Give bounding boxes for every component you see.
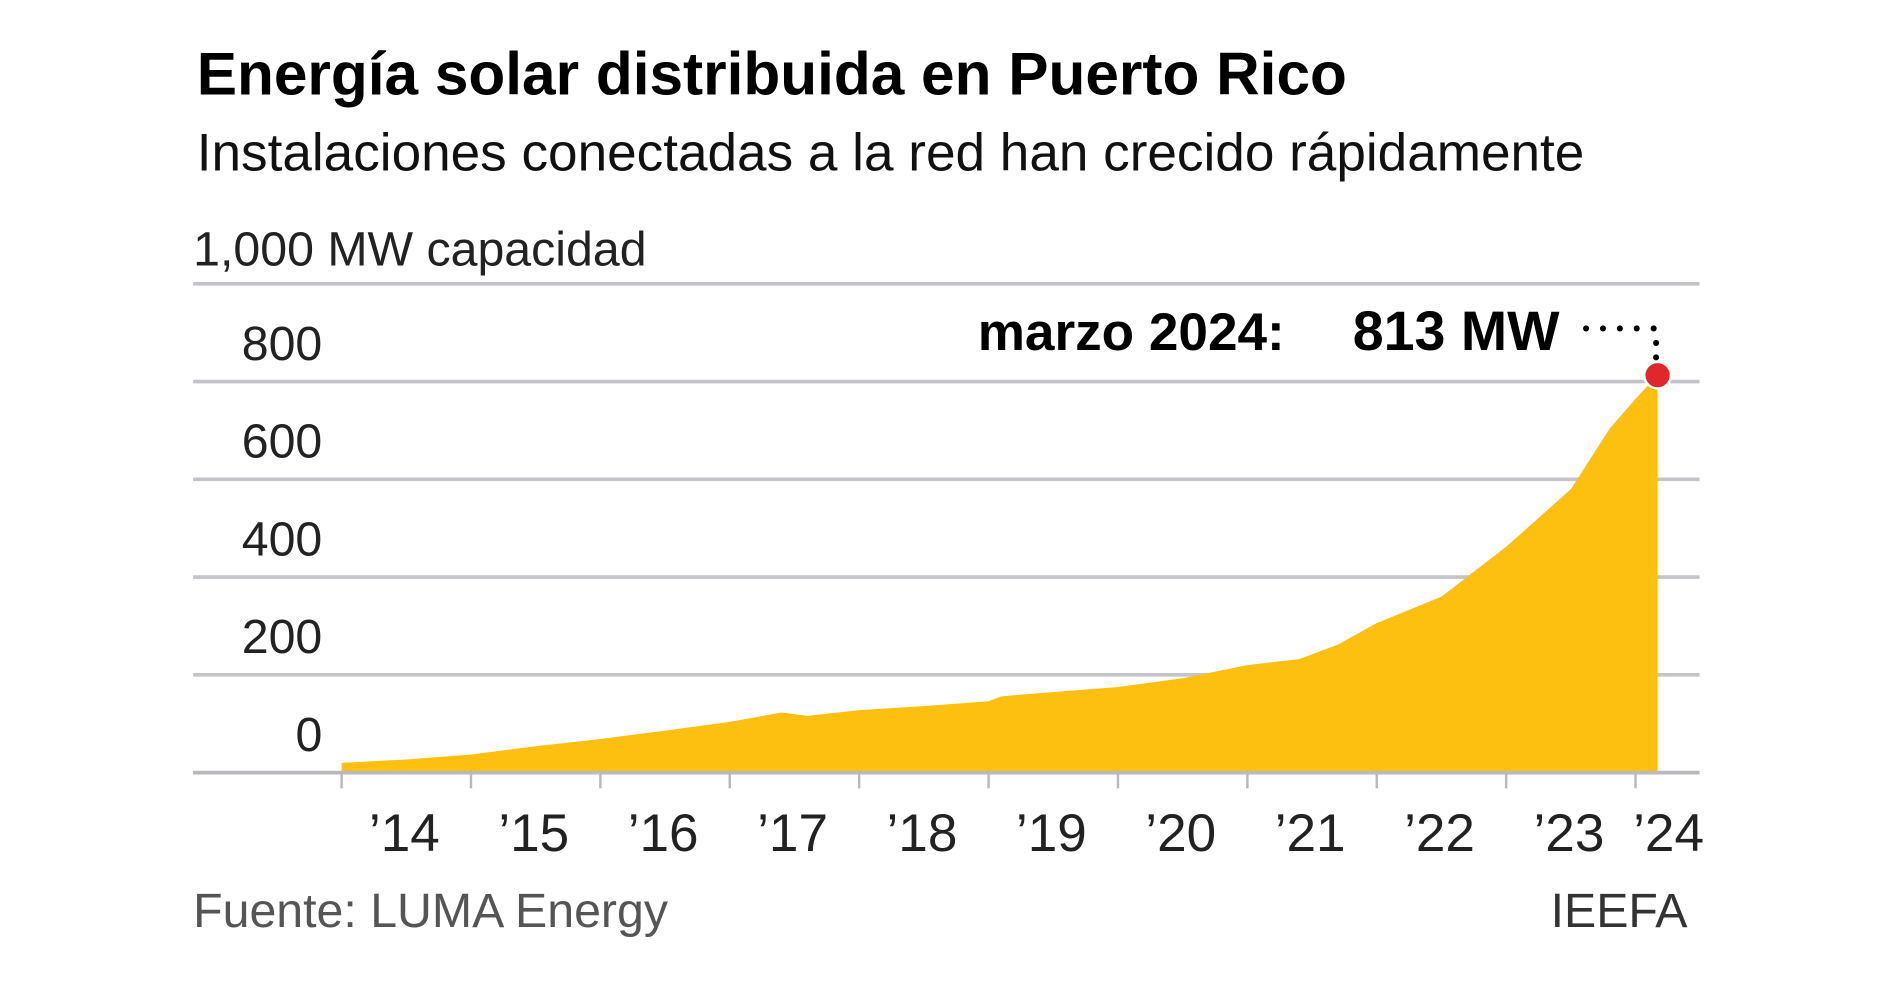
x-tick-label: ’20: [1145, 804, 1216, 863]
leader-dot: [1616, 325, 1623, 332]
x-tick-label: ’22: [1404, 804, 1475, 863]
y-axis-label: 1,000 MW capacidad: [193, 223, 646, 277]
leader-dot: [1633, 325, 1640, 332]
leader-dot: [1650, 325, 1657, 332]
chart-title: Energía solar distribuida en Puerto Rico: [197, 39, 1347, 107]
y-tick-label: 0: [295, 708, 322, 762]
y-tick-label: 600: [242, 415, 323, 469]
leader-dot: [1653, 339, 1660, 346]
highlight-point: [1643, 360, 1673, 390]
x-tick-label: ’24: [1633, 804, 1704, 863]
annotation-label: marzo 2024:: [978, 303, 1285, 362]
x-tick-label: ’18: [887, 804, 958, 863]
x-tick-label: ’16: [628, 804, 699, 863]
y-tick-label: 400: [242, 512, 323, 566]
x-tick-label: ’21: [1275, 804, 1346, 863]
x-tick-label: ’23: [1533, 804, 1604, 863]
chart-subtitle: Instalaciones conectadas a la red han cr…: [197, 123, 1585, 182]
leader-dot: [1599, 325, 1606, 332]
source-note: Fuente: LUMA Energy: [193, 884, 669, 938]
x-tick-label: ’15: [498, 804, 569, 863]
x-tick-label: ’14: [369, 804, 440, 863]
leader-dot: [1653, 354, 1660, 361]
brand-logo: IEEFA: [1551, 884, 1689, 938]
leader-dot: [1583, 325, 1590, 332]
y-tick-label: 800: [242, 317, 323, 371]
x-tick-label: ’19: [1016, 804, 1087, 863]
annotation-value: 813 MW: [1353, 300, 1560, 362]
area-series: [341, 375, 1658, 773]
x-tick-label: ’17: [757, 804, 828, 863]
y-tick-label: 200: [242, 610, 323, 664]
